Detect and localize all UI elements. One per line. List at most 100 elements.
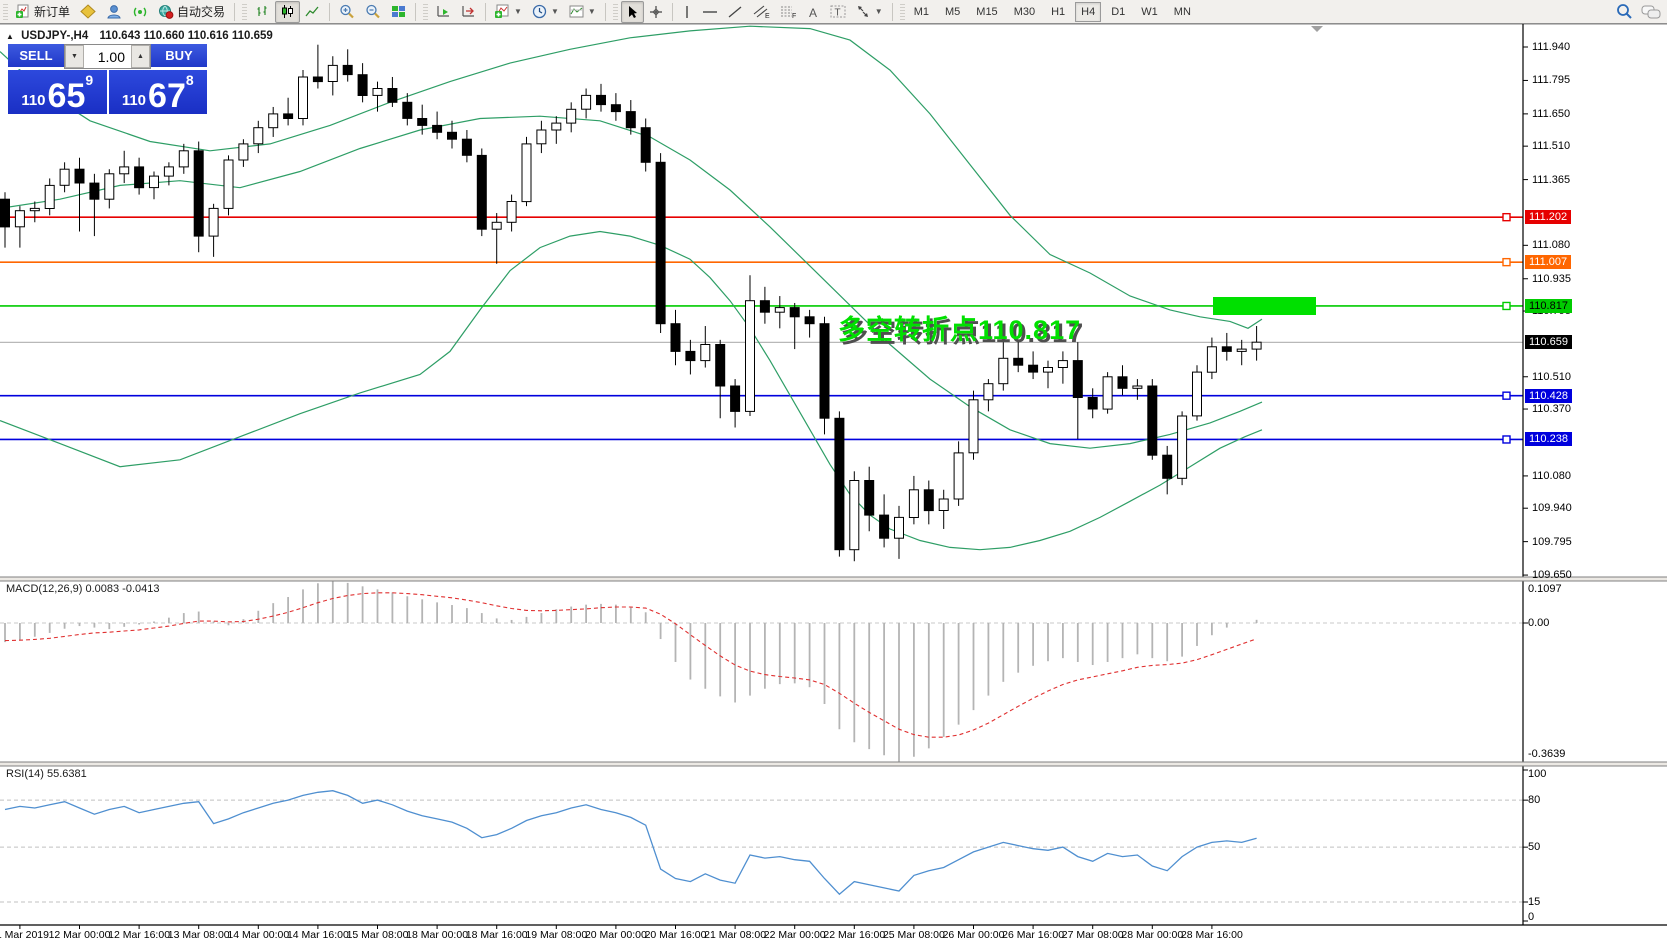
candle: [149, 175, 159, 189]
candle: [1236, 348, 1247, 352]
ohlc-high: 110.660: [143, 30, 185, 42]
auto-scroll-button[interactable]: [431, 1, 456, 23]
vertical-line-button[interactable]: [677, 1, 697, 23]
price-tick-label: 110.935: [1532, 273, 1571, 285]
indicators-icon: [495, 4, 510, 19]
new-order-button[interactable]: 新订单: [11, 1, 75, 23]
candle: [834, 417, 845, 551]
panel-splitter[interactable]: [0, 577, 1667, 581]
zoom-out-button[interactable]: [360, 1, 386, 23]
timeframe-button-m15[interactable]: M15: [976, 5, 998, 18]
arrows-dropdown-arrow: ▼: [874, 7, 883, 16]
cursor-button[interactable]: [620, 0, 644, 23]
candle: [789, 307, 800, 318]
macd-zero-label: 0.00: [1528, 617, 1550, 629]
chat-icon[interactable]: [1641, 4, 1661, 20]
sell-price-small: 110: [21, 92, 46, 109]
signals-button[interactable]: [127, 1, 153, 23]
chart-header: ▲ USDJPY-,H4 110.643 110.660 110.616 110…: [6, 30, 273, 42]
candlestick-chart-icon: [280, 4, 295, 19]
search-icon[interactable]: [1616, 3, 1633, 20]
periods-button[interactable]: ▼: [527, 1, 564, 23]
candle: [1206, 346, 1217, 373]
volume-decrease-button[interactable]: ▼: [65, 45, 84, 68]
templates-button[interactable]: ▼: [564, 1, 601, 23]
community-button[interactable]: [101, 1, 127, 23]
macd-max-label: 0.1097: [1528, 583, 1562, 595]
timeframe-button-mn[interactable]: MN: [1173, 5, 1191, 18]
timeframe-button-h4[interactable]: H4: [1075, 1, 1102, 22]
tile-windows-button[interactable]: [386, 1, 411, 23]
panel-splitter[interactable]: [0, 762, 1667, 766]
candle: [879, 514, 890, 539]
candle: [119, 166, 130, 175]
text-button[interactable]: A: [802, 1, 825, 23]
candle: [804, 316, 815, 325]
candle: [402, 101, 413, 119]
arrows-button[interactable]: ▼: [851, 1, 888, 23]
line-chart-icon: [305, 4, 320, 19]
level-line-marker: [1502, 391, 1511, 400]
macd-panel: [0, 581, 1523, 763]
chart-shift-button[interactable]: [456, 1, 481, 23]
crosshair-button[interactable]: [644, 1, 668, 23]
timeframe-button-m30[interactable]: M30: [1013, 5, 1036, 18]
autotrading-button[interactable]: 自动交易: [153, 1, 230, 23]
price-level-badge: 110.817: [1525, 299, 1572, 313]
sell-price[interactable]: 110 65 9: [8, 70, 107, 114]
time-tick-label: 15 Mar 08:00: [346, 929, 409, 941]
buy-button[interactable]: BUY: [151, 44, 207, 69]
buy-price[interactable]: 110 67 8: [108, 70, 207, 114]
timeframe-button-m5[interactable]: M5: [945, 5, 961, 18]
timeframe-button-w1[interactable]: W1: [1141, 5, 1158, 18]
candle: [298, 76, 308, 119]
zoom-out-icon: [365, 4, 381, 19]
zoom-in-button[interactable]: [334, 1, 360, 23]
sell-button[interactable]: SELL: [8, 44, 64, 69]
fibonacci-icon: F: [780, 4, 797, 20]
chart-shift-icon: [461, 4, 476, 19]
candle: [715, 344, 726, 387]
candle: [312, 76, 323, 83]
time-tick-label: 20 Mar 16:00: [644, 929, 707, 941]
candle: [506, 201, 517, 223]
toolbar-grip[interactable]: [3, 3, 8, 20]
text-label-button[interactable]: T: [825, 1, 851, 23]
volume-increase-button[interactable]: ▲: [131, 45, 150, 68]
candlestick-chart-button[interactable]: [275, 0, 301, 23]
equidistant-channel-icon: E: [753, 4, 770, 20]
candle: [461, 138, 472, 156]
candle: [1177, 415, 1188, 479]
sell-price-big: 65: [47, 77, 86, 115]
horizontal-line-button[interactable]: [697, 1, 723, 23]
timeframe-button-h1[interactable]: H1: [1051, 5, 1066, 18]
bar-chart-icon: [255, 4, 270, 19]
candle: [923, 489, 934, 512]
timeframe-button-m1[interactable]: M1: [913, 5, 929, 18]
one-click-trading-panel: SELL ▼ 1.00 ▲ BUY 110 65 9 110 67 8: [8, 44, 207, 114]
new-order-icon: [16, 4, 31, 19]
bar-chart-button[interactable]: [250, 1, 275, 23]
metaeditor-button[interactable]: [75, 1, 101, 23]
collapse-quote-panel-icon[interactable]: ▲: [6, 32, 14, 41]
equidistant-channel-button[interactable]: E: [748, 1, 775, 23]
candle: [908, 489, 919, 518]
indicators-button[interactable]: ▼: [490, 1, 527, 23]
buy-price-small: 110: [121, 92, 147, 109]
periods-dropdown-arrow: ▼: [550, 7, 559, 16]
chart-annotation-text[interactable]: 多空转折点110.817: [838, 315, 1082, 345]
line-chart-button[interactable]: [300, 1, 325, 23]
candle: [104, 173, 115, 200]
fibonacci-button[interactable]: F: [775, 1, 802, 23]
candle: [253, 127, 264, 145]
candle: [208, 207, 219, 237]
volume-input[interactable]: 1.00: [97, 48, 125, 65]
templates-dropdown-arrow: ▼: [587, 7, 596, 16]
trendline-button[interactable]: [723, 1, 748, 23]
candle: [670, 323, 681, 352]
timeframe-button-d1[interactable]: D1: [1111, 5, 1126, 18]
price-tick-label: 109.795: [1532, 536, 1572, 548]
candle: [283, 113, 294, 120]
candle: [640, 127, 651, 163]
